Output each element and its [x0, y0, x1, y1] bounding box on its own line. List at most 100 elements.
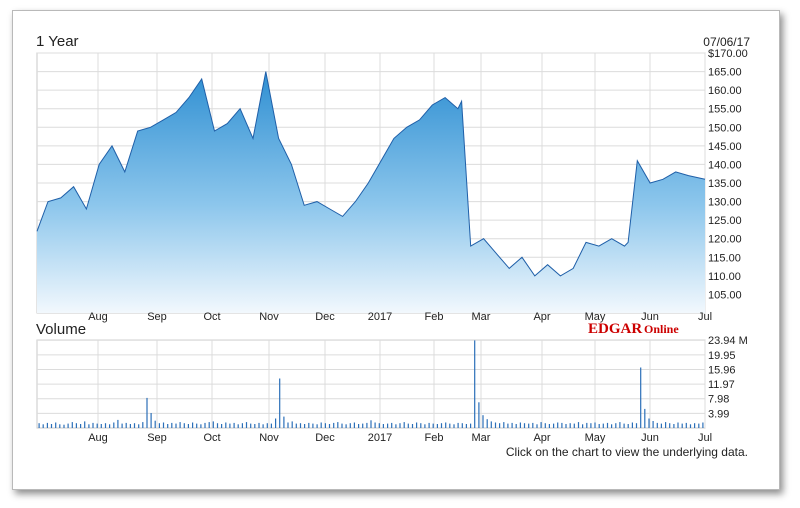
volume-bar — [67, 423, 69, 428]
volume-bar — [42, 424, 44, 428]
volume-bar — [420, 423, 422, 428]
volume-bar — [598, 424, 600, 428]
volume-bar — [689, 424, 692, 428]
volume-bar — [279, 378, 281, 428]
volume-bar — [229, 423, 231, 428]
price-x-tick-label: Dec — [315, 311, 335, 323]
volume-bar — [353, 422, 355, 428]
volume-bar — [590, 423, 592, 428]
volume-x-tick-label: May — [585, 432, 606, 444]
volume-bar — [146, 397, 148, 428]
volume-bar — [387, 423, 389, 428]
volume-bar — [192, 422, 194, 428]
volume-bar — [586, 422, 588, 428]
volume-bar — [270, 423, 272, 428]
volume-bar — [698, 423, 700, 428]
volume-bar — [63, 424, 65, 428]
volume-bar — [615, 423, 617, 428]
volume-bar — [150, 413, 152, 428]
volume-x-axis: Aug Sep Oct Nov Dec 2017 Feb Mar Apr May Jun Jul — [88, 432, 712, 444]
logo-part1: EDGAR — [588, 321, 642, 337]
price-x-tick-label: Aug — [88, 311, 108, 323]
price-x-tick-label: 2017 — [368, 311, 392, 323]
volume-bar — [84, 421, 86, 428]
volume-bar — [138, 424, 140, 428]
volume-bar — [436, 424, 438, 428]
footer-note[interactable]: Click on the chart to view the underlyin… — [506, 445, 748, 459]
volume-bar — [395, 424, 397, 428]
volume-y-tick-label: 23.94 M — [708, 335, 748, 347]
volume-bar — [358, 424, 360, 428]
logo-part2: Online — [644, 322, 679, 336]
chart-date: 07/06/17 — [703, 35, 750, 49]
volume-bar — [59, 424, 61, 428]
volume-bar — [478, 402, 480, 428]
volume-bar — [665, 422, 667, 428]
volume-bar — [553, 423, 555, 428]
price-x-tick-label: Apr — [533, 311, 550, 323]
volume-bar — [312, 423, 314, 428]
volume-bar — [162, 422, 165, 428]
price-y-tick-label: 120.00 — [708, 234, 742, 246]
volume-bar — [445, 422, 447, 428]
volume-bar — [449, 423, 451, 428]
price-x-axis: Aug Sep Oct Nov Dec 2017 Feb Mar Apr May Jun Jul — [88, 311, 712, 323]
volume-bar — [490, 421, 492, 428]
volume-bar — [304, 424, 306, 428]
volume-bar — [694, 423, 696, 428]
volume-bar — [154, 420, 156, 428]
volume-bar — [416, 422, 418, 428]
volume-bar — [212, 421, 214, 428]
volume-bar — [92, 422, 94, 428]
volume-bar — [183, 423, 185, 428]
volume-bar — [503, 422, 505, 428]
volume-bar — [175, 423, 177, 428]
volume-bar — [453, 424, 455, 428]
volume-bar — [109, 424, 111, 428]
price-x-tick-label: Jun — [641, 311, 659, 323]
volume-label: Volume — [36, 321, 86, 338]
price-y-tick-label: 140.00 — [708, 159, 742, 171]
volume-bar — [125, 422, 127, 428]
volume-bar — [158, 423, 160, 428]
volume-bar — [619, 422, 621, 428]
volume-bar — [382, 424, 384, 428]
volume-bar — [411, 424, 414, 428]
volume-bar — [594, 422, 596, 428]
price-y-tick-label: 160.00 — [708, 85, 742, 97]
volume-bar — [104, 423, 107, 428]
volume-bar — [511, 422, 513, 428]
volume-bar — [80, 424, 82, 428]
volume-bar — [50, 424, 53, 428]
volume-bar — [133, 423, 136, 428]
volume-y-tick-label: 3.99 — [708, 408, 729, 420]
volume-bar — [644, 408, 646, 428]
volume-bar — [474, 340, 476, 428]
volume-bar — [623, 423, 625, 428]
volume-bar — [287, 422, 289, 428]
volume-bar — [308, 422, 310, 428]
price-x-tick-label: Mar — [472, 311, 491, 323]
volume-bar — [573, 423, 575, 428]
volume-bar — [204, 422, 206, 428]
volume-bar — [283, 416, 285, 428]
volume-bar — [316, 424, 318, 428]
volume-x-tick-label: Jul — [698, 432, 712, 444]
volume-bar — [320, 422, 322, 428]
volume-bar — [540, 422, 542, 428]
volume-grid — [37, 339, 706, 428]
volume-bar — [702, 422, 704, 428]
price-y-tick-label: 150.00 — [708, 122, 742, 134]
range-label: 1 Year — [36, 33, 79, 50]
volume-x-tick-label: Nov — [259, 432, 279, 444]
volume-bar — [499, 423, 501, 428]
volume-bar — [345, 424, 347, 428]
volume-bar — [291, 421, 293, 428]
volume-bar — [187, 424, 189, 428]
volume-bar — [88, 424, 90, 428]
volume-bar — [200, 424, 202, 428]
volume-bar — [669, 423, 671, 428]
volume-bar — [208, 422, 210, 428]
volume-bar — [631, 422, 633, 428]
